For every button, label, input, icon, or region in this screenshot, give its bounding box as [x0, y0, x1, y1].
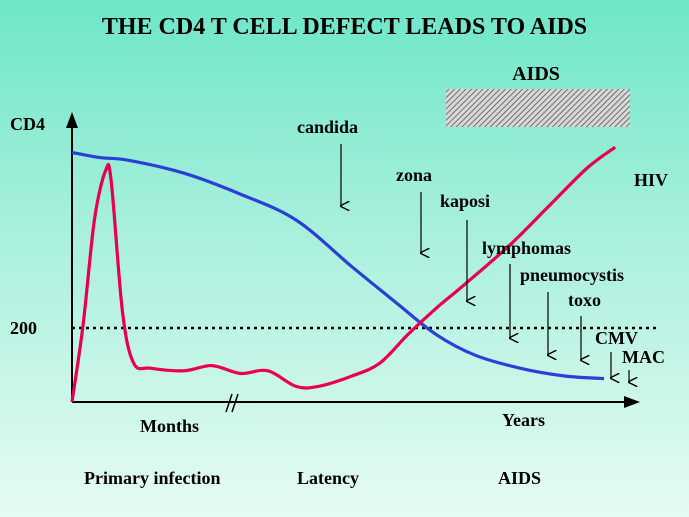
annotation-toxo: toxo	[568, 290, 601, 360]
y-axis-arrow	[66, 112, 78, 128]
cd4-series-line	[71, 150, 605, 381]
svg-text:candida: candida	[297, 117, 358, 137]
hiv-series-line	[70, 145, 617, 403]
axis-break-mark	[225, 393, 233, 413]
phase-latency: Latency	[297, 468, 359, 488]
phase-aids: AIDS	[498, 468, 541, 488]
annotation-zona: zona	[396, 165, 432, 253]
annotation-pneumocystis: pneumocystis	[520, 265, 624, 355]
slide-title: THE CD4 T CELL DEFECT LEADS TO AIDS	[101, 14, 588, 40]
svg-text:kaposi: kaposi	[440, 191, 490, 211]
svg-text:zona: zona	[396, 165, 432, 185]
x-label-years: Years	[502, 410, 545, 430]
svg-text:pneumocystis: pneumocystis	[520, 265, 624, 285]
annotation-kaposi: kaposi	[440, 191, 490, 301]
annotation-mac: MAC	[622, 347, 665, 382]
x-axis-arrow	[624, 396, 640, 408]
aids-banner-label: AIDS	[512, 63, 560, 85]
annotation-lymphomas: lymphomas	[482, 238, 571, 338]
aids-banner-hatch	[446, 89, 630, 127]
x-label-months: Months	[140, 416, 199, 436]
svg-text:MAC: MAC	[622, 347, 665, 367]
threshold-label: 200	[10, 318, 37, 338]
annotation-candida: candida	[297, 117, 358, 206]
phase-primary-infection: Primary infection	[84, 468, 220, 488]
svg-text:CMV: CMV	[595, 328, 638, 348]
annotation-cmv: CMV	[595, 328, 638, 378]
hiv-series-label: HIV	[634, 170, 668, 190]
y-axis-label: CD4	[10, 114, 45, 134]
svg-text:toxo: toxo	[568, 290, 601, 310]
axis-break-mark	[231, 393, 239, 413]
svg-text:lymphomas: lymphomas	[482, 238, 571, 258]
